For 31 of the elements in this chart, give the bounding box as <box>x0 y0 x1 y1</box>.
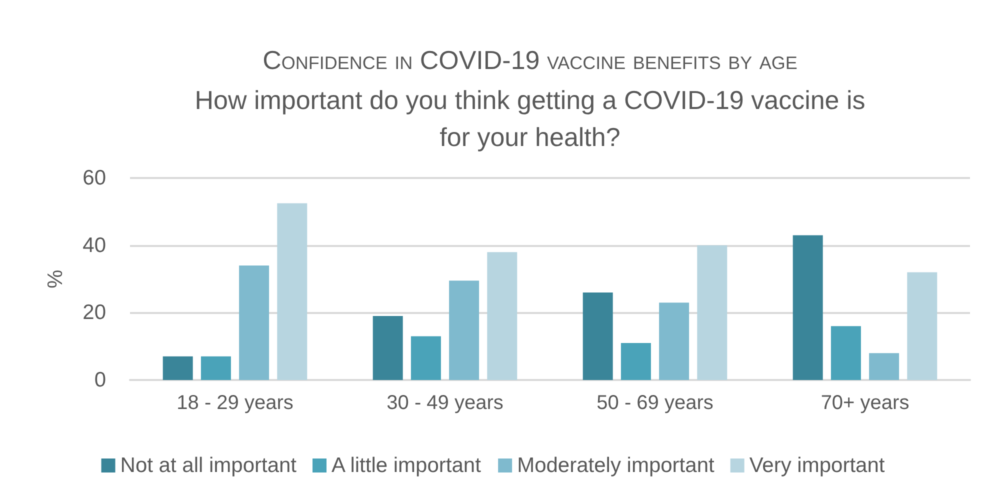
bar <box>449 280 480 380</box>
y-axis-title: % <box>44 270 67 288</box>
legend-label: Very important <box>749 454 885 477</box>
chart-subtitle: How important do you think getting a COVID-19 vaccine is for your health? <box>194 84 866 154</box>
bar <box>620 342 651 380</box>
legend-label: Moderately important <box>517 454 714 477</box>
x-tick-label: 50 - 69 years <box>596 392 714 414</box>
legend-label: A little important <box>332 454 482 477</box>
y-tick-label: 20 <box>82 301 106 324</box>
x-tick-label: 30 - 49 years <box>386 392 504 414</box>
bar <box>200 356 231 380</box>
y-tick-label: 60 <box>82 166 106 190</box>
bar <box>410 336 441 380</box>
bar <box>792 235 823 380</box>
bar <box>487 252 518 380</box>
bar <box>372 316 403 380</box>
bar <box>239 266 270 380</box>
x-tick-label: 18 - 29 years <box>176 392 294 414</box>
y-tick-label: 40 <box>82 234 106 257</box>
legend-label: Not at all important <box>120 454 297 477</box>
y-tick-label: 0 <box>94 368 106 392</box>
x-tick-label: 70+ years <box>820 392 910 414</box>
bar <box>907 272 938 380</box>
bar <box>830 326 861 380</box>
bar <box>277 203 308 380</box>
bar <box>582 292 613 380</box>
bar <box>659 302 690 380</box>
bar <box>697 245 728 380</box>
bar <box>869 353 900 380</box>
chart-title: Confidence in COVID-19 vaccine benefits by age <box>262 44 798 76</box>
bar <box>162 356 193 380</box>
